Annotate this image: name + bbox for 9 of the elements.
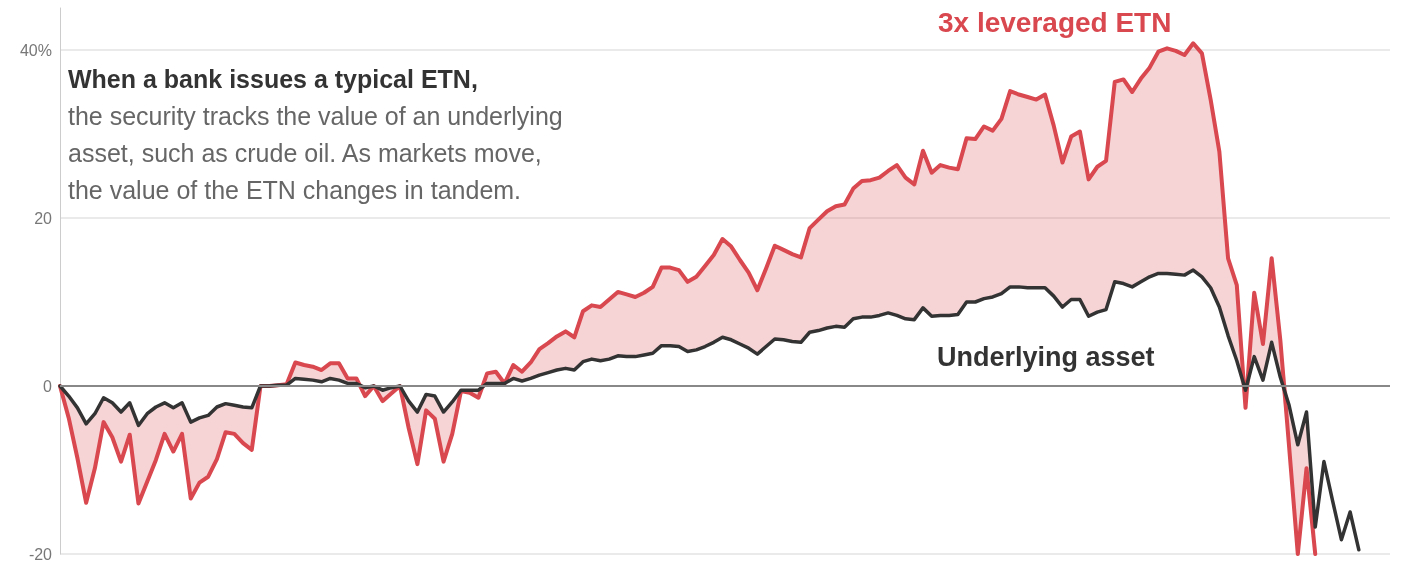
series-label: 3x leveraged ETN (938, 6, 1172, 38)
y-tick-label: -20 (28, 545, 53, 563)
annotation: the security tracks the value of an underlying asset, such as crude oil. As markets move, the value of the ETN changes in tandem. (68, 101, 563, 204)
line-series (58, 268, 1361, 552)
y-tick-label: 0 (43, 377, 53, 395)
y-tick-label: 40% (19, 41, 52, 59)
series-label: Underlying asset (937, 341, 1155, 372)
y-tick-label: 20 (34, 209, 53, 227)
annotation: When a bank issues a typical ETN, (68, 64, 478, 93)
